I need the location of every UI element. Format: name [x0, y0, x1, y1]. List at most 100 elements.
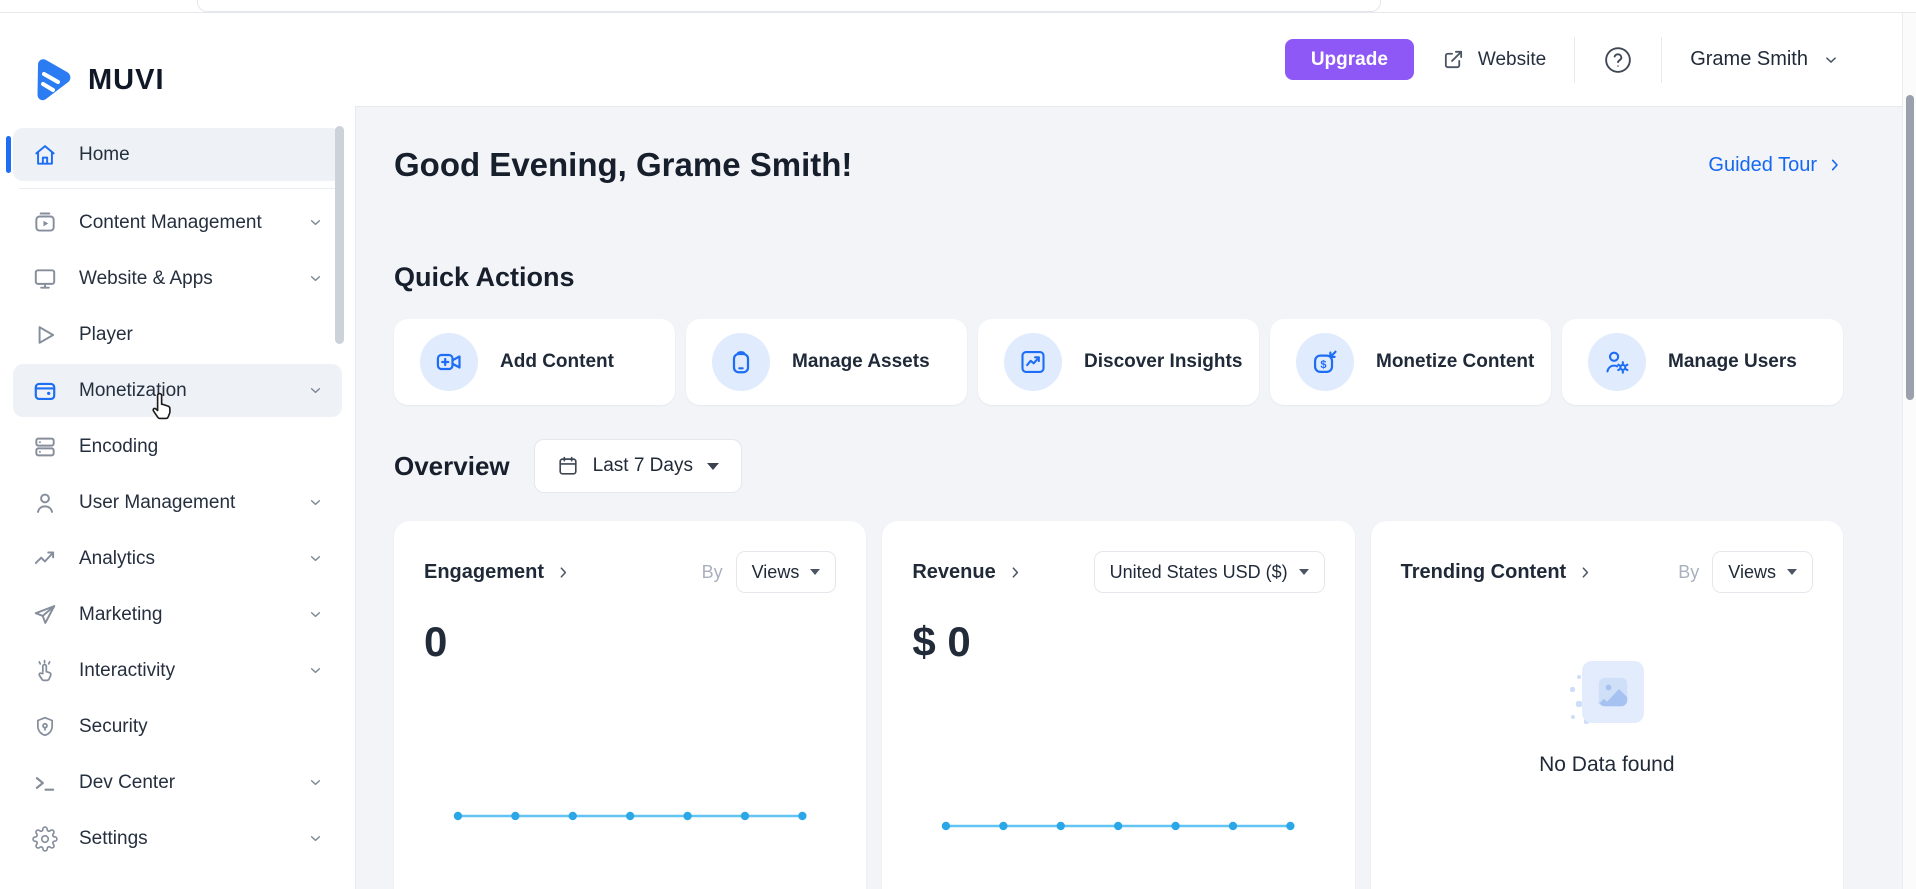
sidebar-item-label: Home [79, 143, 130, 165]
chevron-down-icon [307, 270, 324, 287]
trend-up-icon [32, 546, 58, 572]
quick-action-manage-assets[interactable]: Manage Assets [686, 319, 967, 405]
sidebar-item-label: User Management [79, 491, 236, 513]
revenue-value: $ 0 [912, 618, 971, 665]
home-icon [32, 142, 58, 168]
chevron-down-icon [307, 382, 324, 399]
brand-name: MUVI [88, 63, 165, 96]
chevron-right-icon [1578, 565, 1593, 580]
sidebar: MUVI Home Content Management Website & App… [0, 13, 355, 889]
trending-metric-dropdown[interactable]: Views [1712, 551, 1813, 593]
chevron-down-icon [307, 214, 324, 231]
quick-action-label: Manage Users [1668, 351, 1797, 372]
quick-action-monetize-content[interactable]: $ Monetize Content [1270, 319, 1551, 405]
website-label: Website [1477, 48, 1547, 70]
monitor-icon [32, 266, 58, 292]
sidebar-item-analytics[interactable]: Analytics [13, 532, 342, 585]
gear-icon [32, 825, 58, 852]
caret-down-icon [1298, 569, 1309, 575]
video-plus-icon [420, 333, 478, 391]
engagement-sparkline [452, 809, 808, 823]
sidebar-item-interactivity[interactable]: Interactivity [13, 644, 342, 697]
engagement-card-title[interactable]: Engagement [424, 561, 571, 584]
sidebar-item-label: Website & Apps [79, 267, 213, 289]
sidebar-item-security[interactable]: Security [13, 700, 342, 753]
quick-action-add-content[interactable]: Add Content [394, 319, 675, 405]
quick-action-label: Discover Insights [1084, 351, 1243, 372]
trending-card-title[interactable]: Trending Content [1401, 561, 1594, 584]
hand-tap-icon [32, 658, 58, 684]
quick-action-label: Monetize Content [1376, 351, 1535, 372]
chevron-down-icon [1822, 51, 1840, 69]
chevron-down-icon [307, 494, 324, 511]
sidebar-item-dev-center[interactable]: Dev Center [13, 756, 342, 809]
insights-icon [1004, 333, 1062, 391]
page-scrollbar-thumb[interactable] [1906, 95, 1914, 400]
sidebar-border [355, 107, 356, 889]
revenue-sparkline [940, 819, 1296, 833]
help-icon[interactable] [1603, 45, 1633, 75]
currency-value: United States USD ($) [1109, 561, 1288, 582]
shield-lock-icon [32, 714, 58, 740]
sidebar-item-label: Player [79, 323, 133, 345]
sidebar-item-encoding[interactable]: Encoding [13, 420, 342, 473]
sidebar-scrollbar-thumb[interactable] [335, 126, 344, 344]
by-label: By [701, 561, 723, 582]
engagement-metric-dropdown[interactable]: Views [735, 551, 837, 593]
revenue-title-label: Revenue [912, 560, 996, 583]
chevron-down-icon [307, 774, 324, 791]
sidebar-item-player[interactable]: Player [13, 308, 342, 361]
external-link-icon [1442, 48, 1465, 71]
sidebar-item-marketing[interactable]: Marketing [13, 588, 342, 641]
sidebar-item-home[interactable]: Home [6, 128, 342, 181]
engagement-metric-value: Views [751, 561, 800, 582]
active-indicator [6, 136, 11, 173]
nav-divider [19, 188, 336, 189]
chevron-down-icon [307, 830, 324, 847]
by-label: By [1678, 561, 1700, 582]
muvi-logo-icon [32, 57, 74, 103]
monetize-icon: $ [1296, 333, 1354, 391]
sidebar-item-label: Interactivity [79, 659, 176, 681]
sidebar-item-website-apps[interactable]: Website & Apps [13, 252, 342, 305]
assets-icon [712, 333, 770, 391]
user-icon [32, 490, 58, 516]
trending-content-card: Trending Content By Views [1370, 521, 1843, 889]
browser-edge-strip [0, 0, 1916, 13]
chevron-right-icon [556, 565, 571, 580]
sidebar-item-content-management[interactable]: Content Management [13, 196, 342, 249]
chevron-right-icon [1827, 157, 1843, 173]
trending-metric-value: Views [1728, 561, 1776, 582]
sidebar-item-settings[interactable]: Settings [13, 812, 342, 865]
currency-dropdown[interactable]: United States USD ($) [1093, 551, 1325, 593]
quick-action-discover-insights[interactable]: Discover Insights [978, 319, 1259, 405]
paper-plane-icon [32, 602, 58, 628]
engagement-value: 0 [424, 618, 448, 665]
page-scrollbar[interactable] [1902, 13, 1916, 889]
sidebar-item-label: Encoding [79, 435, 159, 457]
caret-down-icon [1786, 569, 1797, 575]
user-menu[interactable]: Grame Smith [1690, 48, 1840, 71]
overview-cards: Engagement By Views 0 [394, 521, 1843, 889]
browser-edge-fragment [197, 0, 1381, 12]
svg-text:$: $ [1320, 359, 1326, 371]
sidebar-nav: Home Content Management Website & Apps Play… [0, 111, 355, 865]
sidebar-item-monetization[interactable]: Monetization [13, 364, 342, 417]
caret-down-icon [706, 462, 719, 470]
quick-actions-row: Add Content Manage Assets Discover Insight… [394, 319, 1843, 405]
guided-tour-link[interactable]: Guided Tour [1708, 154, 1843, 177]
sidebar-item-user-management[interactable]: User Management [13, 476, 342, 529]
sidebar-item-label: Security [79, 715, 148, 737]
play-icon [32, 322, 58, 348]
quick-action-manage-users[interactable]: Manage Users [1562, 319, 1843, 405]
revenue-card: Revenue United States USD ($) $ 0 [882, 521, 1355, 889]
upgrade-button[interactable]: Upgrade [1284, 39, 1414, 80]
brand-logo[interactable]: MUVI [0, 13, 355, 111]
main-content: Good Evening, Grame Smith! Guided Tour Q… [356, 107, 1902, 889]
revenue-card-title[interactable]: Revenue [912, 561, 1022, 584]
date-range-dropdown[interactable]: Last 7 Days [533, 439, 742, 493]
website-link[interactable]: Website [1442, 48, 1546, 71]
guided-tour-label: Guided Tour [1708, 153, 1817, 176]
no-data-text: No Data found [1539, 753, 1675, 776]
